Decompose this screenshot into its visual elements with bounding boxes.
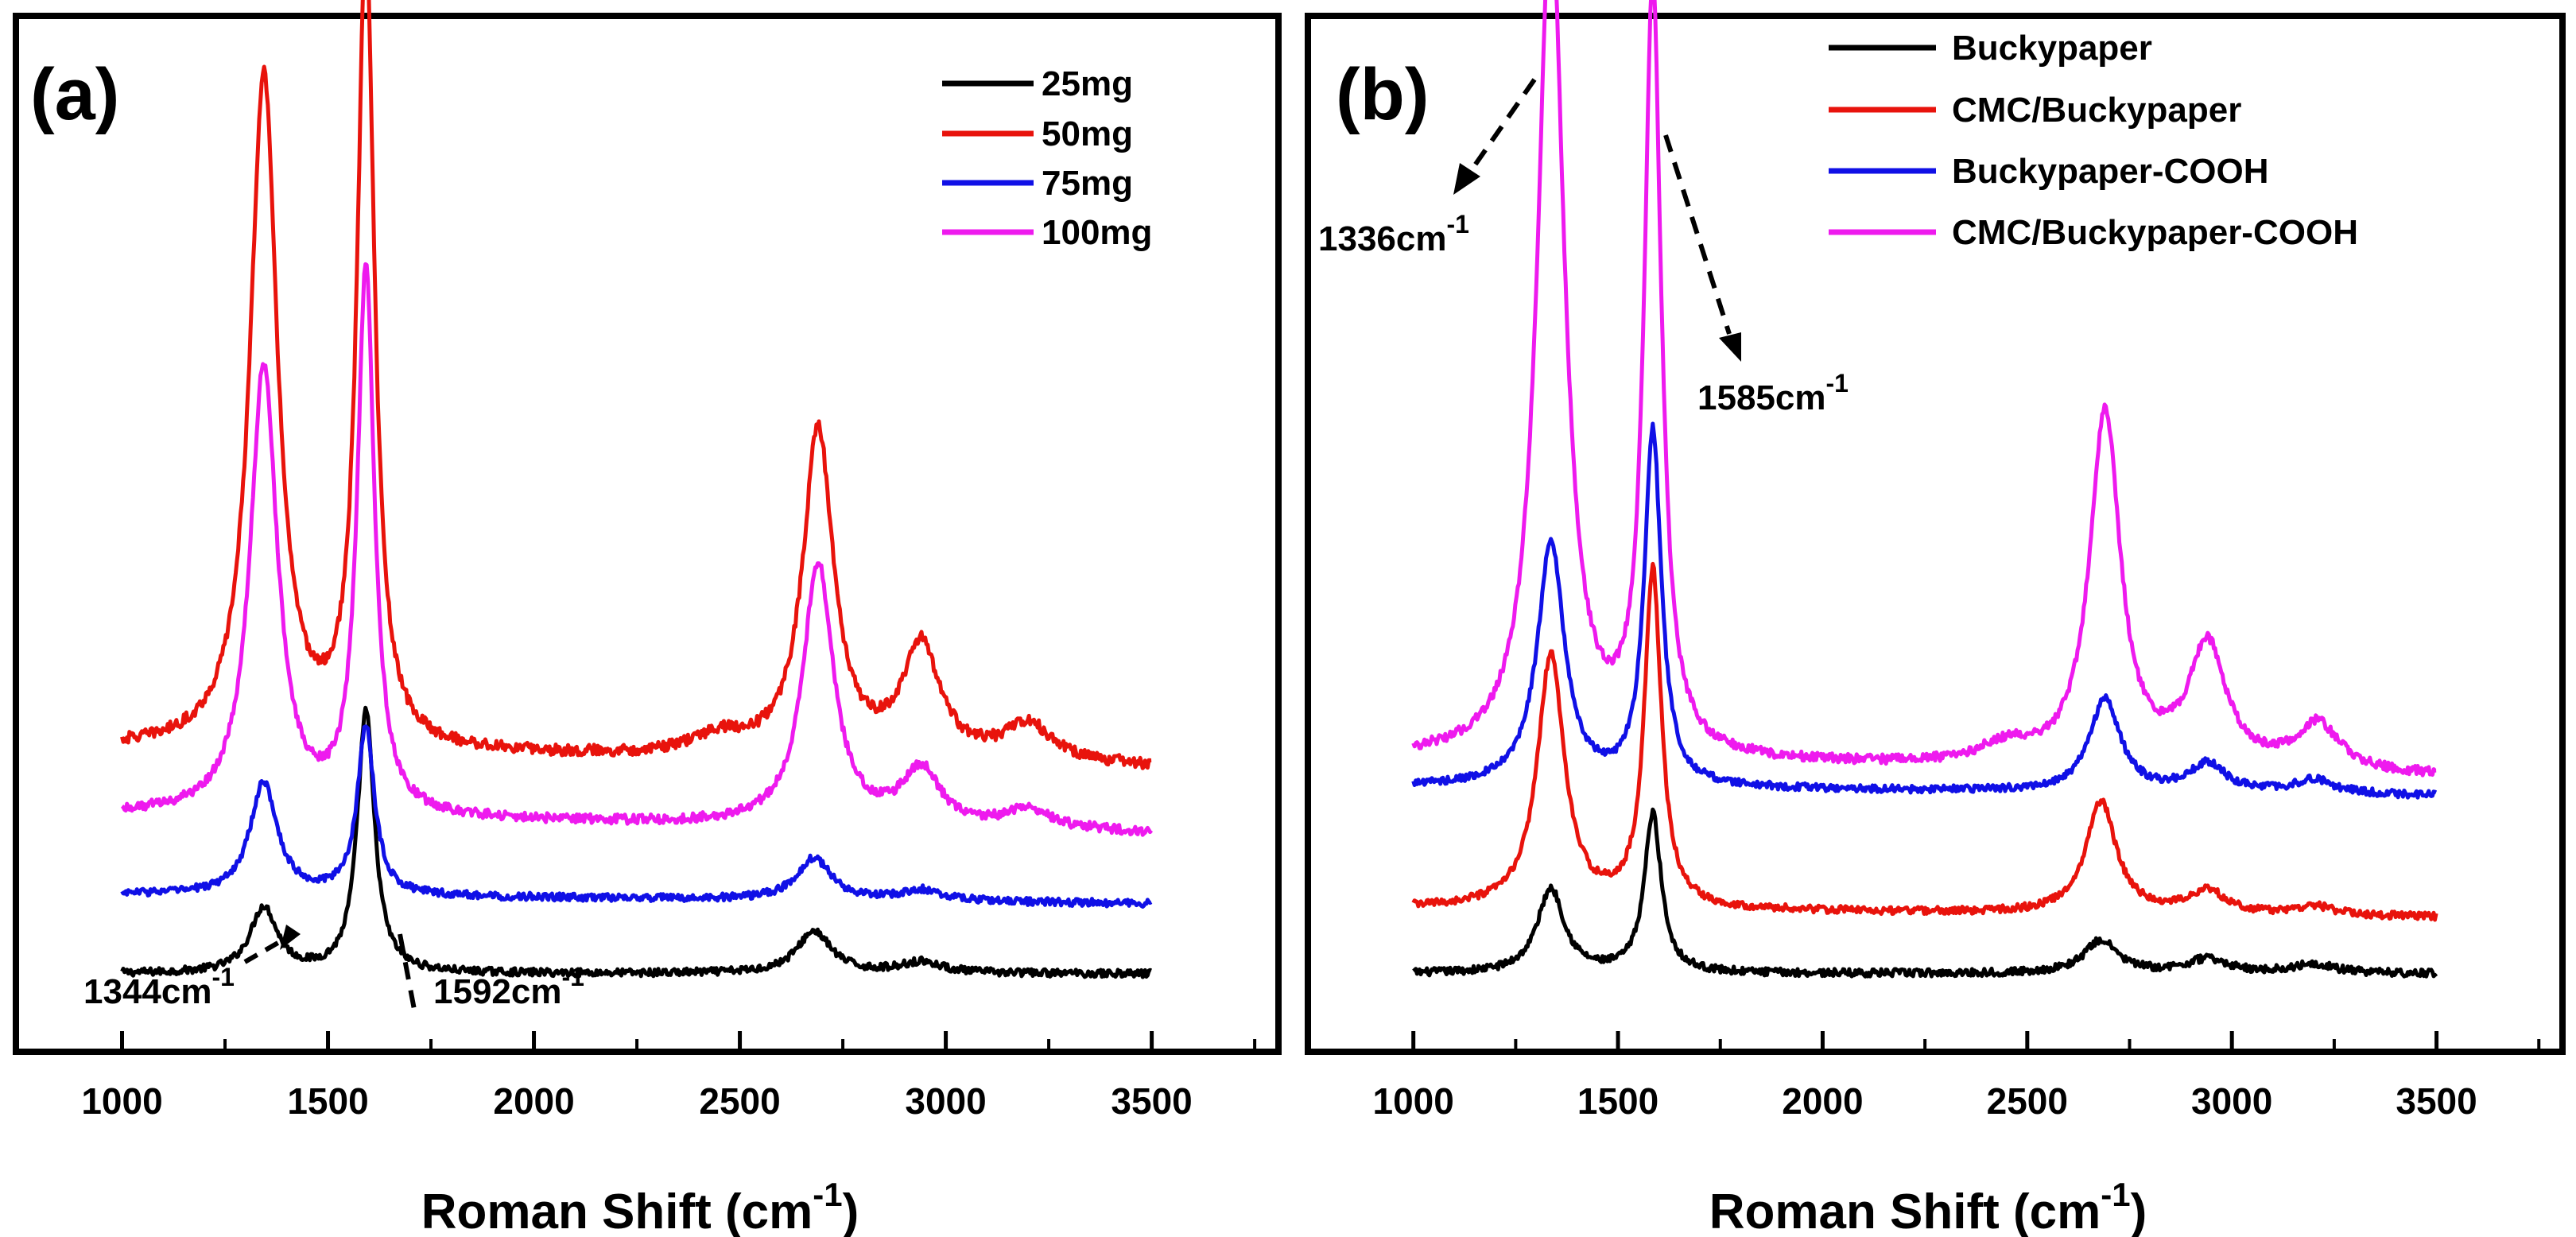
- arrow-1344-shaft: [243, 936, 288, 964]
- panel-b-frame: [1305, 13, 2566, 1055]
- legend-label-50mg: 50mg: [1042, 114, 1133, 153]
- arrow-1344-head: [280, 925, 301, 950]
- panel-b: 1000 1500 2000 2500 3000 3500 (b) Buckypaper …: [1305, 0, 2566, 1237]
- annotation-1344: 1344cm-1: [83, 963, 235, 1011]
- legend-label-cmc-buckypaper-cooh: CMC/Buckypaper-COOH: [1952, 213, 2358, 252]
- panel-b-xtick-label-2500: 2500: [1987, 1080, 2068, 1122]
- panel-a-xtick-label-2000: 2000: [493, 1080, 574, 1122]
- legend-label-buckypaper: Buckypaper: [1952, 29, 2152, 68]
- series-line-cmc-buckypaper: [1411, 561, 2438, 922]
- arrow-1585-shaft: [1663, 134, 1732, 335]
- panel-b-xtick-label-1000: 1000: [1373, 1080, 1454, 1122]
- panel-b-xaxis-title: Roman Shift (cm-1): [1709, 1176, 2147, 1237]
- panel-a-xtick-label-1500: 1500: [287, 1080, 368, 1122]
- panel-a-legend: 25mg 50mg 75mg 100mg: [942, 64, 1152, 252]
- panel-a-xtick-label-1000: 1000: [81, 1080, 162, 1122]
- panel-a-xaxis: 1000 1500 2000 2500 3000 3500: [81, 1031, 1257, 1122]
- panel-b-label: (b): [1336, 54, 1429, 135]
- series-line-50mg: [120, 0, 1152, 770]
- panel-b-series-group: [1411, 0, 2438, 979]
- panel-b-xtick-label-3000: 3000: [2191, 1080, 2272, 1122]
- series-line-75mg: [120, 724, 1153, 909]
- series-line-buckypaper-cooh: [1411, 421, 2438, 800]
- arrow-1592-shaft: [398, 933, 417, 1014]
- series-line-cmc-buckypaper-cooh: [1411, 0, 2437, 777]
- panel-a-annotation-1344: 1344cm-1: [83, 925, 301, 1011]
- panel-a-xaxis-title: Roman Shift (cm-1): [421, 1176, 859, 1237]
- panel-b-xtick-label-1500: 1500: [1577, 1080, 1658, 1122]
- legend-label-buckypaper-cooh: Buckypaper-COOH: [1952, 152, 2269, 191]
- panel-b-xtick-label-2000: 2000: [1782, 1080, 1863, 1122]
- panel-a-frame: [13, 13, 1282, 1055]
- series-line-25mg: [120, 705, 1152, 979]
- annotation-1592: 1592cm-1: [433, 963, 584, 1011]
- arrow-1585-head: [1719, 332, 1741, 362]
- arrow-1336-shaft: [1468, 78, 1537, 173]
- annotation-1585: 1585cm-1: [1697, 369, 1849, 417]
- legend-label-cmc-buckypaper: CMC/Buckypaper: [1952, 91, 2241, 130]
- panel-b-xaxis: 1000 1500 2000 2500 3000 3500: [1373, 1031, 2541, 1122]
- panel-b-legend: Buckypaper CMC/Buckypaper Buckypaper-COO…: [1829, 29, 2358, 252]
- panel-a-label: (a): [30, 54, 119, 135]
- panel-b-annotation-1336: 1336cm-1: [1318, 78, 1537, 258]
- legend-label-25mg: 25mg: [1042, 64, 1133, 103]
- legend-label-75mg: 75mg: [1042, 164, 1133, 203]
- panel-b-xtick-label-3500: 3500: [2396, 1080, 2477, 1122]
- series-line-buckypaper: [1412, 807, 2438, 979]
- arrow-1336-head: [1453, 163, 1480, 195]
- panel-b-annotation-1585: 1585cm-1: [1663, 134, 1849, 417]
- panel-a-series-group: [120, 0, 1154, 979]
- annotation-1336: 1336cm-1: [1318, 210, 1469, 258]
- panel-a-xtick-label-3500: 3500: [1111, 1080, 1192, 1122]
- panel-a-xtick-label-2500: 2500: [699, 1080, 780, 1122]
- series-line-100mg: [120, 262, 1154, 837]
- panel-a-annotation-1592: 1592cm-1: [398, 933, 584, 1014]
- legend-label-100mg: 100mg: [1042, 213, 1152, 252]
- panel-a: 1000 1500 2000 2500 3000 3500 (a) 25mg 50mg 7…: [13, 0, 1282, 1237]
- panel-a-xtick-label-3000: 3000: [905, 1080, 986, 1122]
